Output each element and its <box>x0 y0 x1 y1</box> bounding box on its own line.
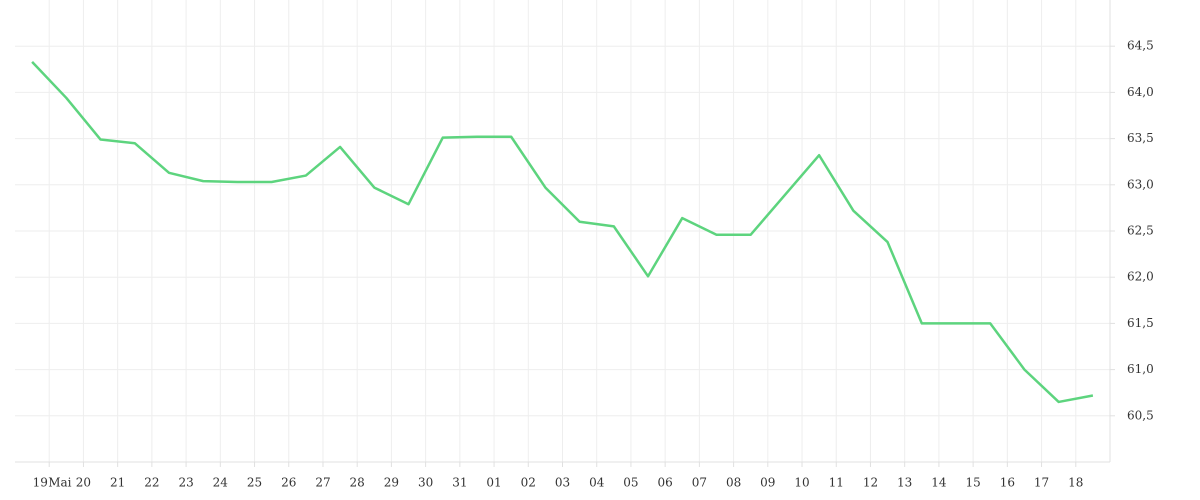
x-tick-label: 22 <box>144 476 159 490</box>
x-tick-label: 04 <box>589 476 605 490</box>
x-tick-label: 08 <box>726 476 741 490</box>
x-tick-label: 27 <box>315 476 330 490</box>
y-tick-label: 61,5 <box>1127 316 1154 330</box>
y-tick-label: 60,5 <box>1127 408 1154 422</box>
x-tick-label: 31 <box>452 476 467 490</box>
x-tick-label: 02 <box>521 476 536 490</box>
x-tick-label: 29 <box>384 476 399 490</box>
x-tick-label: 26 <box>281 476 296 490</box>
y-tick-label: 63,0 <box>1127 177 1154 191</box>
x-tick-label: 05 <box>623 476 638 490</box>
x-tick-label: 17 <box>1034 476 1049 490</box>
x-tick-label: 25 <box>247 476 262 490</box>
x-tick-label: 21 <box>110 476 125 490</box>
x-tick-label: 18 <box>1068 476 1083 490</box>
x-tick-label: 28 <box>350 476 365 490</box>
x-tick-label: 03 <box>555 476 570 490</box>
y-tick-label: 64,5 <box>1127 39 1154 53</box>
x-tick-label: 20 <box>76 476 91 490</box>
y-tick-label: 62,0 <box>1127 270 1154 284</box>
x-tick-label: 13 <box>897 476 912 490</box>
y-tick-label: 64,0 <box>1127 85 1154 99</box>
x-month-label: Mai <box>48 476 71 490</box>
x-tick-label: 16 <box>1000 476 1015 490</box>
x-tick-label: 06 <box>658 476 673 490</box>
x-tick-label: 19 <box>33 476 48 490</box>
x-tick-label: 30 <box>418 476 433 490</box>
x-tick-label: 09 <box>760 476 775 490</box>
x-tick-label: 07 <box>692 476 707 490</box>
y-tick-label: 62,5 <box>1127 224 1154 238</box>
y-tick-label: 63,5 <box>1127 131 1154 145</box>
x-tick-label: 01 <box>486 476 501 490</box>
x-tick-label: 14 <box>931 476 947 490</box>
line-series <box>31 61 1094 404</box>
x-tick-label: 10 <box>794 476 809 490</box>
x-tick-label: 23 <box>178 476 193 490</box>
x-tick-label: 24 <box>213 476 229 490</box>
x-tick-label: 15 <box>965 476 980 490</box>
x-tick-label: 12 <box>863 476 878 490</box>
x-tick-label: 11 <box>829 476 844 490</box>
y-tick-label: 61,0 <box>1127 362 1154 376</box>
